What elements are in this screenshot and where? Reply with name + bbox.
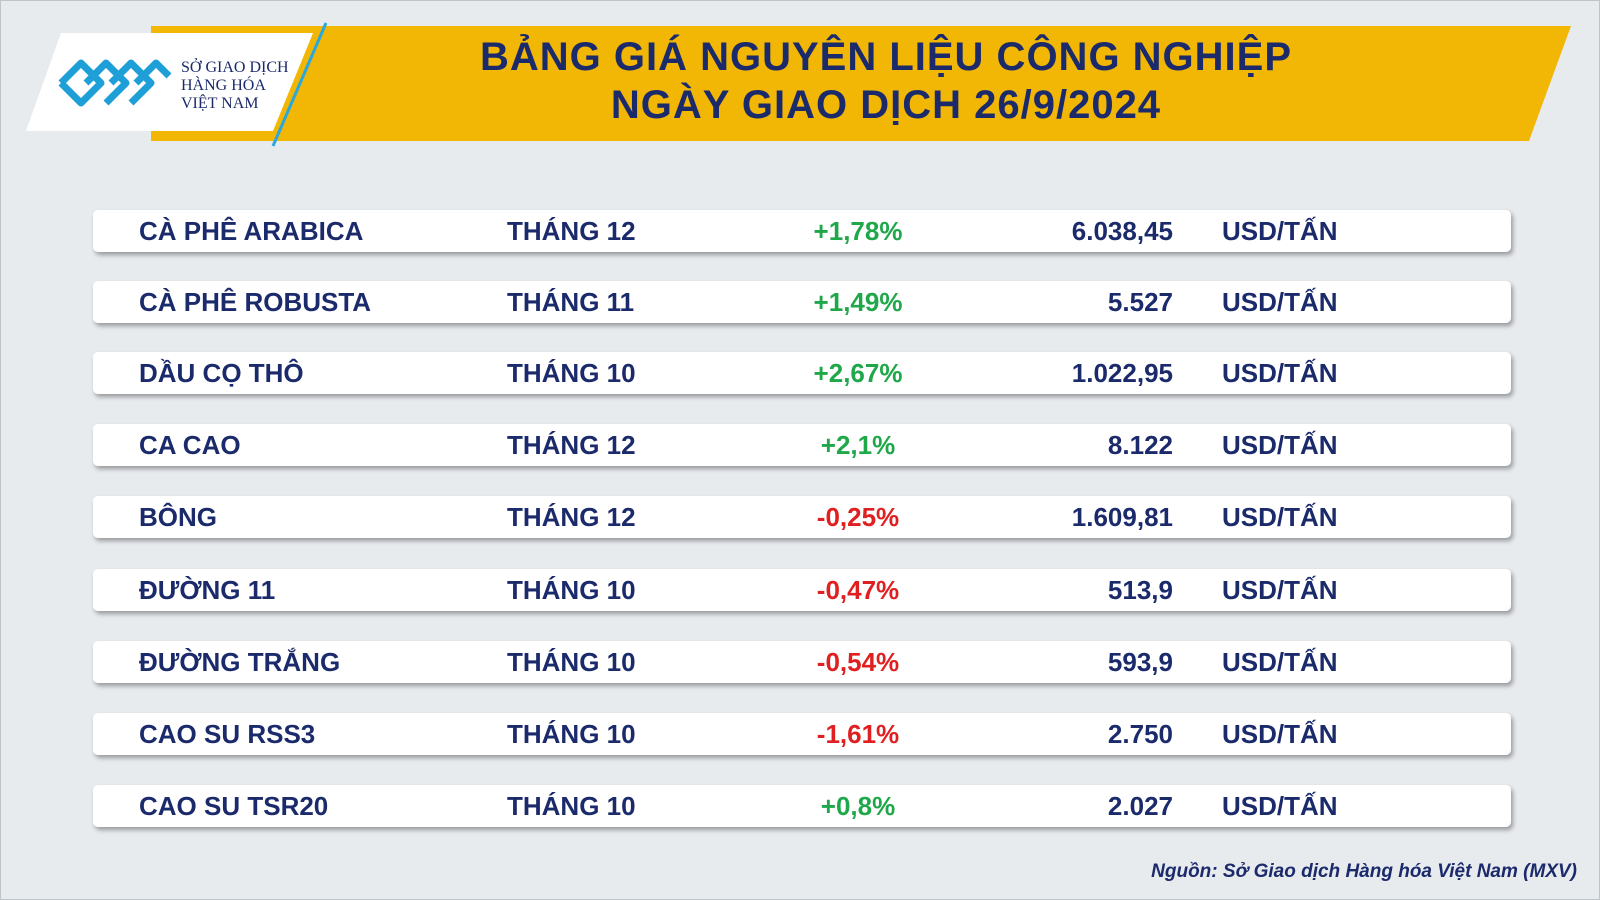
commodity: BÔNG xyxy=(139,502,217,532)
unit: USD/TẤN xyxy=(1222,287,1338,317)
table-row: ĐƯỜNG TRẮNG THÁNG 10 -0,54% 593,9 USD/TẤN xyxy=(93,641,1511,683)
contract-month: THÁNG 11 xyxy=(507,287,635,317)
unit: USD/TẤN xyxy=(1222,358,1338,388)
price: 593,9 xyxy=(1107,647,1173,677)
unit: USD/TẤN xyxy=(1222,502,1338,532)
contract-month: THÁNG 12 xyxy=(507,502,636,532)
title: NGÀY GIAO DỊCH 26/9/2024 xyxy=(610,83,1162,127)
logo-line: HÀNG HÓA xyxy=(181,77,266,94)
commodity: CÀ PHÊ ARABICA xyxy=(139,216,364,246)
contract-month: THÁNG 10 xyxy=(507,358,636,388)
change: -0,54% xyxy=(816,647,900,677)
logo-line: VIỆT NAM xyxy=(181,95,259,112)
change: +2,67% xyxy=(813,358,903,388)
unit: USD/TẤN xyxy=(1222,430,1338,460)
table-row: CA CAO THÁNG 12 +2,1% 8.122 USD/TẤN xyxy=(93,424,1511,466)
price: 513,9 xyxy=(1107,575,1173,605)
price: 5.527 xyxy=(1107,287,1173,317)
change: -1,61% xyxy=(816,719,900,749)
commodity: CAO SU RSS3 xyxy=(139,719,316,749)
table-row: CÀ PHÊ ARABICA THÁNG 12 +1,78% 6.038,45 USD/… xyxy=(93,210,1511,252)
source: Nguồn: Sở Giao dịch Hàng hóa Việt Nam (M… xyxy=(1151,861,1577,882)
table-row: CÀ PHÊ ROBUSTA THÁNG 11 +1,49% 5.527 USD/TẤN xyxy=(93,281,1511,323)
change: +1,49% xyxy=(813,287,903,317)
logo-accent xyxy=(271,22,328,147)
unit: USD/TẤN xyxy=(1222,719,1338,749)
contract-month: THÁNG 10 xyxy=(507,647,636,677)
commodity: ĐƯỜNG TRẮNG xyxy=(139,647,341,677)
commodity: DẦU CỌ THÔ xyxy=(139,358,304,388)
contract-month: THÁNG 12 xyxy=(507,216,636,246)
change: +1,78% xyxy=(813,216,903,246)
unit: USD/TẤN xyxy=(1222,216,1338,246)
table-row: ĐƯỜNG 11 THÁNG 10 -0,47% 513,9 USD/TẤN xyxy=(93,569,1511,611)
banner-bar xyxy=(151,26,1571,141)
unit: USD/TẤN xyxy=(1222,575,1338,605)
commodity: CAO SU TSR20 xyxy=(139,791,329,821)
change: -0,47% xyxy=(816,575,900,605)
price: 1.609,81 xyxy=(1071,502,1173,532)
commodity: CA CAO xyxy=(139,430,241,460)
price: 2.027 xyxy=(1107,791,1173,821)
change: +2,1% xyxy=(820,430,896,460)
title: BẢNG GIÁ NGUYÊN LIỆU CÔNG NGHIỆP xyxy=(479,35,1293,79)
price: 6.038,45 xyxy=(1071,216,1173,246)
table-row: DẦU CỌ THÔ THÁNG 10 +2,67% 1.022,95 USD/TẤN xyxy=(93,352,1511,394)
commodity: ĐƯỜNG 11 xyxy=(139,575,276,605)
price: 1.022,95 xyxy=(1071,358,1173,388)
logo-line: SỞ GIAO DỊCH xyxy=(181,59,289,76)
price: 8.122 xyxy=(1107,430,1173,460)
table-row: CAO SU TSR20 THÁNG 10 +0,8% 2.027 USD/TẤN xyxy=(93,785,1511,827)
commodity: CÀ PHÊ ROBUSTA xyxy=(139,287,372,317)
change: -0,25% xyxy=(816,502,900,532)
unit: USD/TẤN xyxy=(1222,791,1338,821)
logo-mark xyxy=(58,59,172,107)
contract-month: THÁNG 10 xyxy=(507,719,636,749)
price: 2.750 xyxy=(1107,719,1173,749)
table-row: BÔNG THÁNG 12 -0,25% 1.609,81 USD/TẤN xyxy=(93,496,1511,538)
table-row: CAO SU RSS3 THÁNG 10 -1,61% 2.750 USD/TẤN xyxy=(93,713,1511,755)
unit: USD/TẤN xyxy=(1222,647,1338,677)
contract-month: THÁNG 10 xyxy=(507,791,636,821)
logo-box xyxy=(26,33,313,131)
contract-month: THÁNG 10 xyxy=(507,575,636,605)
contract-month: THÁNG 12 xyxy=(507,430,636,460)
banner xyxy=(26,22,1571,147)
change: +0,8% xyxy=(820,791,896,821)
